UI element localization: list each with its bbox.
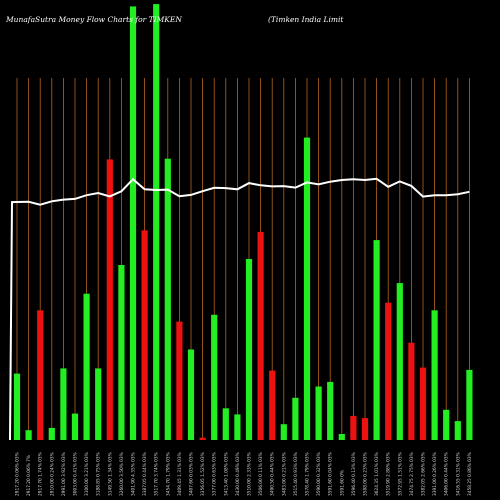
money-flow-bar [60,368,67,440]
money-flow-bar [187,349,195,440]
money-flow-bar [408,342,415,440]
x-tick-label: 3377.00 0.63% 03% [212,452,218,496]
money-flow-bar [327,381,334,440]
x-tick-label: 3407.60 0.03% 03% [189,452,195,496]
x-tick-label: 3391.00 0.26% 03% [432,452,438,496]
money-flow-bar [153,4,160,440]
x-tick-label: 3149.50 1.34% 03% [107,452,113,496]
money-flow-bar [245,259,253,440]
money-flow-bar [443,409,450,440]
money-flow-bar [71,413,79,440]
x-tick-label: 3510.00 2.33% 03% [247,452,253,496]
x-tick-label: 2917.70 1.74% 03% [38,452,44,496]
chart-title-left: MunafaSutra Money Flow Charts for TIMKEN [5,15,182,24]
x-tick-label: 3458.25 0.86% 03% [467,452,473,496]
money-flow-bar [303,137,311,440]
x-tick-label: 3387.05 0.44% 03% [142,452,148,496]
chart-title-right: (Timken India Limit [268,15,344,24]
money-flow-bar [106,159,113,440]
x-axis-tick-labels: 2917.20 0.06% 03% 2917.20 0.06% 7% 2917.70… [15,452,473,496]
x-tick-label: 2917.20 0.06% 03% [15,452,21,496]
x-tick-label: 3003.00 0.41% 03% [73,452,79,496]
x-tick-label: 3591.60 0.04% 03% [328,452,334,496]
price-line [9,177,470,441]
money-flow-bars [13,4,473,441]
money-flow-bar [234,414,241,440]
x-tick-label: 3490.50 0.44% 03% [270,452,276,496]
x-tick-label: 3413.40 1.08% 03% [223,452,229,496]
x-tick-label: 3624.35 1.01% 03% [374,452,380,496]
x-tick-label: 3517.70 3.74% 03% [154,452,160,496]
x-tick-label: 3382.05 2.66% 03% [421,452,427,496]
money-flow-bar [95,368,102,440]
x-tick-label: 3588.00 0.23% 03% [363,452,369,496]
money-flow-bar [211,314,218,440]
money-flow-bar [13,373,21,440]
x-tick-label: 3409.45 1.31% 03% [177,452,183,496]
money-flow-bar [292,397,299,440]
money-flow-bar [118,265,125,440]
x-tick-label: 3591.60 0% [339,470,345,496]
money-flow-bar [419,367,427,440]
money-flow-bar [257,231,264,440]
x-tick-label: 3406.00 0.44% 03% [444,452,450,496]
money-flow-bar [48,427,55,440]
money-flow-bar [280,424,287,440]
money-flow-bar [222,408,229,440]
x-tick-label: 3416.55 0.31% 03% [455,452,461,496]
money-flow-bar [361,418,369,440]
money-flow-bar [385,302,392,440]
price-line-layer [9,177,470,441]
x-tick-label: 3515.40 0.93% 03% [293,452,299,496]
x-tick-label: 3356.05 1.52% 03% [200,452,206,496]
x-tick-label: 3578.40 1.79% 03% [305,452,311,496]
x-tick-label: 3188.85 0.75% 03% [96,452,102,496]
money-flow-bar [83,293,90,440]
money-flow-bar [396,283,403,440]
money-flow-bar [37,310,44,440]
x-tick-label: 3590.00 0.32% 03% [316,452,322,496]
x-tick-label: 3506.00 0.11% 03% [258,452,264,496]
money-flow-bar [431,310,438,440]
x-tick-label: 2917.20 0.06% 7% [26,455,32,496]
money-flow-bar [141,230,148,440]
money-flow-bar [338,434,345,440]
x-tick-label: 3572.95 1.51% 03% [397,452,403,496]
money-flow-bar [199,437,206,440]
money-flow-bar [25,430,32,440]
money-flow-bar [315,386,322,440]
x-tick-label: 3474.75 2.75% 03% [409,452,415,496]
x-tick-label: 3519.90 2.88% 03% [386,452,392,496]
x-tick-label: 3454.70 1.79% 03% [165,452,171,496]
x-tick-label: 3260.00 3.50% 03% [119,452,125,496]
money-flow-bar [129,6,137,441]
x-tick-label: 2991.00 3.92% 03% [61,452,67,496]
money-flow-bar [269,370,276,440]
x-tick-label: 3100.00 3.21% 03% [84,452,90,496]
x-tick-label: 3430.00 0.49% 03% [235,452,241,496]
x-tick-label: 3596.40 0.13% 03% [351,452,357,496]
money-flow-bar [466,369,473,440]
money-flow-bar [350,415,357,440]
money-flow-bar [454,421,461,440]
money-flow-bar [176,321,183,440]
money-flow-bar [373,240,380,440]
money-flow-bar [164,158,171,440]
x-tick-label: 2910.00 0.24% 03% [49,452,55,496]
x-tick-label: 3483.00 0.21% 03% [281,452,287,496]
x-tick-label: 3401.90 4.35% 03% [131,452,137,496]
